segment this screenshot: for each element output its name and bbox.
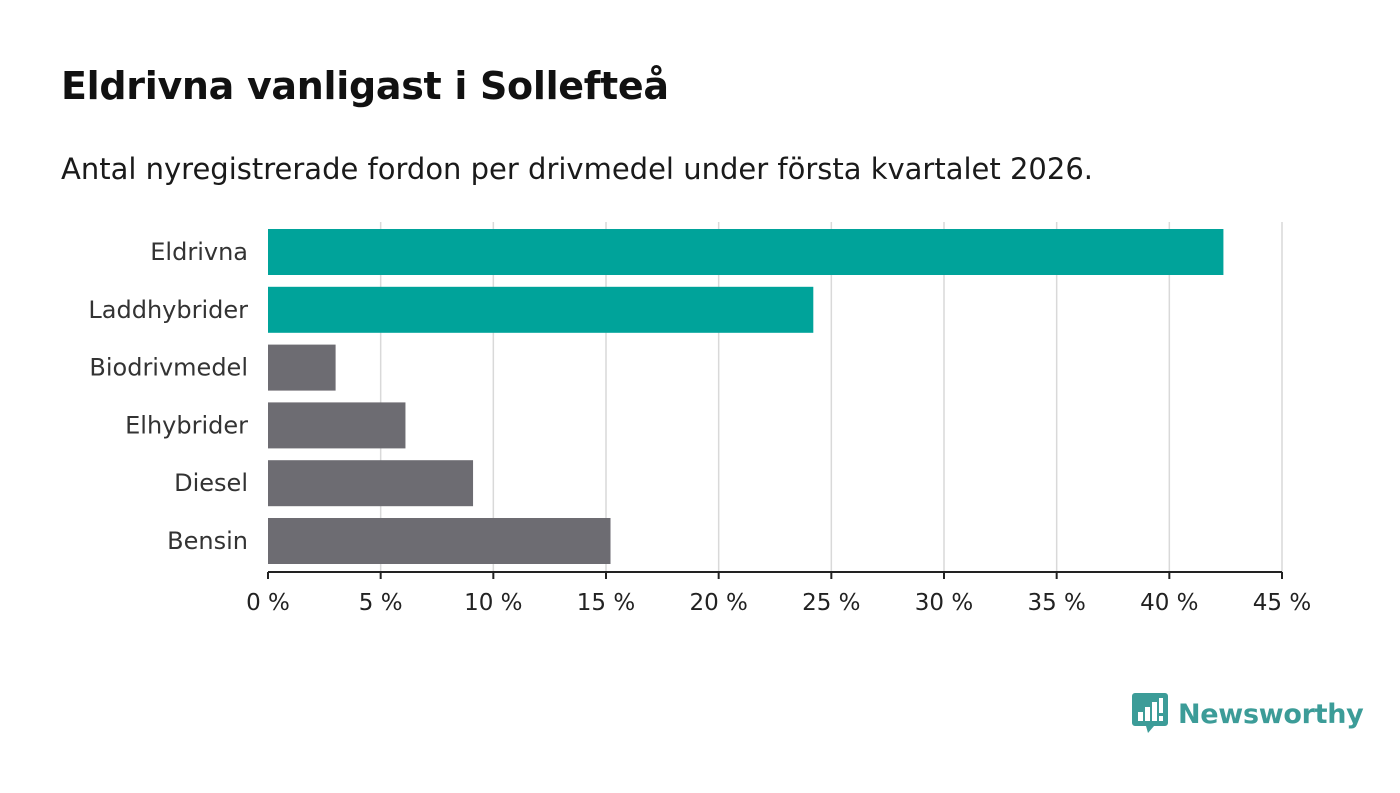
bars bbox=[268, 229, 1224, 564]
x-tick-label: 0 % bbox=[246, 590, 290, 616]
x-tick-label: 20 % bbox=[689, 590, 747, 616]
x-tick-label: 45 % bbox=[1253, 590, 1311, 616]
bar bbox=[268, 460, 474, 507]
category-labels: Eldrivna Laddhybrider Biodrivmedel Elhybrid… bbox=[88, 238, 248, 555]
chart-subtitle: Antal nyregistrerade fordon per drivmede… bbox=[61, 152, 1094, 186]
x-tick-label: 40 % bbox=[1140, 590, 1198, 616]
category-label: Diesel bbox=[174, 469, 248, 497]
bar bbox=[268, 286, 814, 333]
category-label: Elhybrider bbox=[125, 411, 248, 439]
category-label: Bensin bbox=[167, 527, 248, 555]
bar bbox=[268, 402, 406, 449]
x-axis: 0 % 5 % 10 % 15 % 20 % 25 % 30 % 35 % 40 % 45 % bbox=[246, 571, 1311, 616]
bar bbox=[268, 518, 611, 564]
x-tick-label: 5 % bbox=[359, 590, 403, 616]
category-label: Eldrivna bbox=[150, 238, 248, 266]
newsworthy-logo-icon bbox=[1132, 693, 1168, 733]
brand-name: Newsworthy bbox=[1178, 698, 1364, 730]
x-tick-label: 35 % bbox=[1027, 590, 1085, 616]
category-label: Biodrivmedel bbox=[89, 354, 248, 382]
x-tick-label: 25 % bbox=[802, 590, 860, 616]
x-tick-label: 10 % bbox=[464, 590, 522, 616]
x-tick-label: 30 % bbox=[915, 590, 973, 616]
category-label: Laddhybrider bbox=[88, 296, 248, 324]
grid-lines bbox=[379, 222, 1283, 572]
brand-logo: Newsworthy bbox=[1132, 692, 1364, 736]
x-tick-label: 15 % bbox=[577, 590, 635, 616]
bar bbox=[268, 344, 336, 391]
chart-title: Eldrivna vanligast i Sollefteå bbox=[61, 64, 669, 108]
bar bbox=[268, 229, 1224, 275]
